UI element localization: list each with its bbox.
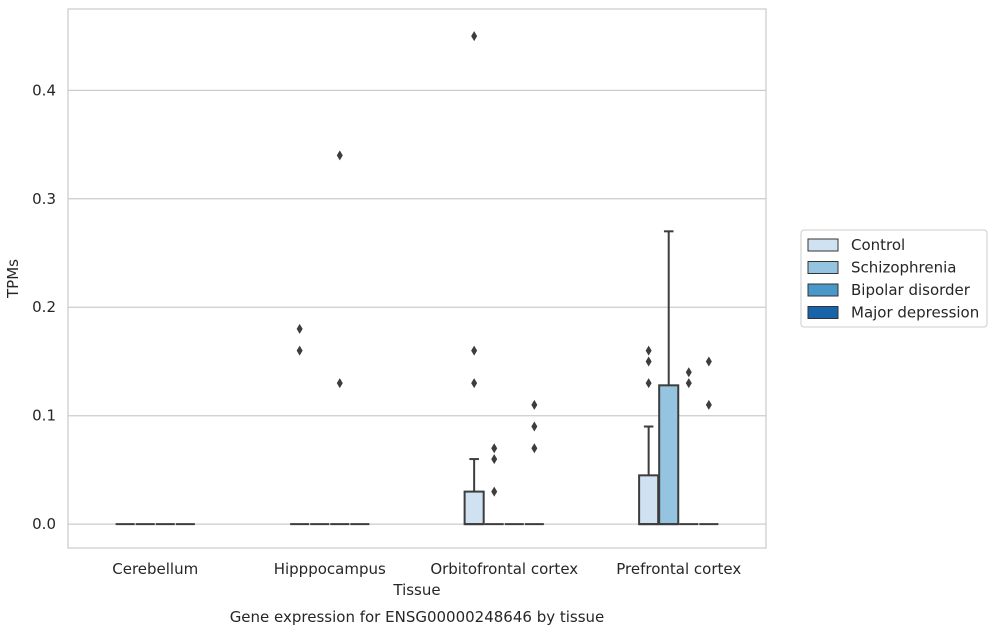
box-group: [484, 443, 504, 526]
plot-area: [67, 8, 767, 549]
box: [463, 490, 485, 526]
x-tick-label: Hipppocampus: [274, 560, 386, 578]
legend-label: Major depression: [851, 304, 979, 322]
box-group: [638, 345, 660, 526]
outlier-point: [296, 345, 303, 356]
outlier-point: [705, 399, 712, 410]
outlier-point: [336, 378, 343, 389]
outlier-point: [645, 345, 652, 356]
legend-label: Bipolar disorder: [851, 281, 971, 299]
box: [638, 474, 660, 526]
x-axis-label: Tissue: [392, 581, 440, 599]
legend-item: Schizophrenia: [807, 259, 956, 277]
outlier-point: [645, 378, 652, 389]
box-group: [330, 150, 350, 526]
outlier-point: [336, 150, 343, 161]
outlier-point: [685, 367, 692, 378]
box-group: [290, 323, 310, 526]
legend: Control Schizophrenia Bipolar disorder Majo…: [800, 229, 988, 328]
legend-swatch: [807, 261, 839, 274]
chart-caption: Gene expression for ENSG00000248646 by t…: [230, 608, 605, 626]
outlier-point: [531, 421, 538, 432]
box-group: [524, 399, 544, 526]
x-tick-labels: Cerebellum Hipppocampus Orbitofrontal cort…: [112, 560, 741, 578]
box: [658, 384, 680, 526]
legend-swatch: [807, 283, 839, 297]
box-group: [658, 230, 680, 526]
legend-frame: [800, 229, 988, 328]
outlier-point: [491, 443, 498, 454]
box-group: [463, 31, 485, 526]
y-tick-labels: 0.0 0.1 0.2 0.3 0.4: [32, 81, 56, 533]
y-axis-label: TPMs: [4, 259, 22, 299]
x-tick-label: Prefrontal cortex: [616, 560, 741, 578]
y-tick-label: 0.3: [32, 190, 56, 208]
y-tick-label: 0.0: [32, 515, 56, 533]
box-group: [699, 356, 719, 526]
legend-label: Control: [851, 236, 905, 254]
legend-swatch: [807, 238, 839, 252]
legend-item: Bipolar disorder: [807, 281, 971, 299]
box-series: [115, 31, 719, 526]
legend-label: Schizophrenia: [851, 259, 956, 277]
x-tick-label: Cerebellum: [112, 560, 198, 578]
outlier-point: [645, 356, 652, 367]
outlier-point: [471, 378, 478, 389]
legend-item: Control: [807, 236, 905, 254]
outlier-point: [491, 486, 498, 497]
legend-item: Major depression: [807, 304, 979, 322]
box-group: [679, 367, 699, 526]
outlier-point: [685, 378, 692, 389]
outlier-point: [705, 356, 712, 367]
outlier-point: [296, 323, 303, 334]
outlier-point: [471, 31, 478, 42]
legend-swatch: [807, 306, 839, 319]
outlier-point: [471, 345, 478, 356]
y-tick-label: 0.1: [32, 407, 56, 425]
y-tick-label: 0.4: [32, 81, 56, 99]
outlier-point: [531, 443, 538, 454]
x-tick-label: Orbitofrontal cortex: [430, 560, 578, 578]
y-tick-label: 0.2: [32, 298, 56, 316]
outlier-point: [531, 399, 538, 410]
outlier-point: [491, 454, 498, 465]
